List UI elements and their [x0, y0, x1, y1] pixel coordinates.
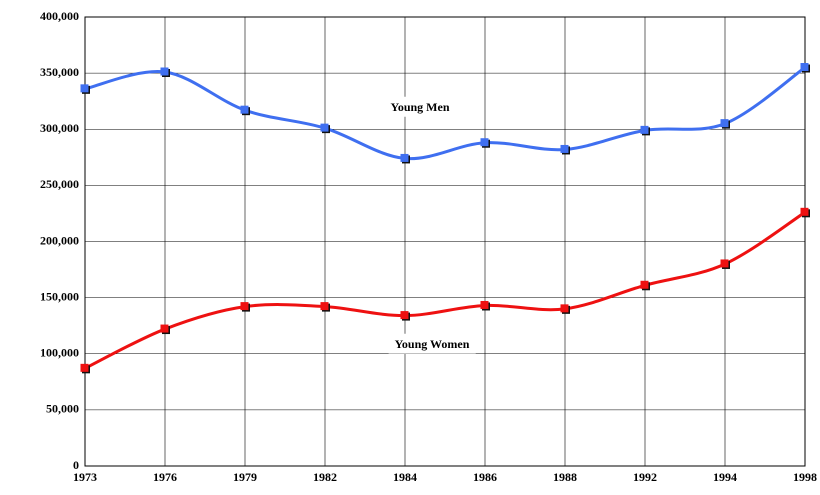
series-label-bg	[384, 96, 456, 117]
marker	[240, 105, 249, 114]
marker	[480, 300, 489, 309]
marker	[640, 280, 649, 289]
y-tick-label: 300,000	[40, 121, 79, 135]
plot-border	[84, 16, 806, 467]
marker	[560, 144, 569, 153]
marker	[720, 119, 729, 128]
marker	[720, 259, 729, 268]
series-label: Young Men	[390, 100, 449, 114]
marker	[240, 302, 249, 311]
marker	[160, 67, 169, 76]
marker	[800, 63, 809, 72]
y-tick-label: 50,000	[46, 402, 79, 416]
x-tick-label: 1986	[473, 470, 497, 484]
marker	[80, 363, 89, 372]
x-tick-label: 1998	[793, 470, 817, 484]
y-tick-label: 100,000	[40, 346, 79, 360]
series-line	[84, 66, 806, 161]
x-tick-label: 1988	[553, 470, 577, 484]
y-tick-label: 350,000	[40, 65, 79, 79]
marker	[320, 302, 329, 311]
x-tick-label: 1984	[393, 470, 417, 484]
y-tick-label: 250,000	[40, 177, 79, 191]
marker	[640, 125, 649, 134]
y-tick-label: 0	[73, 458, 79, 472]
marker	[80, 84, 89, 93]
x-tick-label: 1973	[73, 470, 97, 484]
marker	[480, 138, 489, 147]
marker	[560, 304, 569, 313]
x-tick-label: 1979	[233, 470, 257, 484]
marker	[160, 324, 169, 333]
y-tick-label: 150,000	[40, 289, 79, 303]
y-tick-label: 200,000	[40, 233, 79, 247]
y-tick-label: 400,000	[40, 9, 79, 23]
marker	[400, 311, 409, 320]
marker	[400, 153, 409, 162]
marker	[800, 207, 809, 216]
x-tick-label: 1976	[153, 470, 177, 484]
series-label: Young Women	[395, 337, 470, 351]
x-tick-label: 1992	[633, 470, 657, 484]
series-label-bg	[388, 333, 476, 354]
x-tick-label: 1994	[713, 470, 737, 484]
series-line	[84, 211, 806, 370]
marker	[320, 123, 329, 132]
x-tick-label: 1982	[313, 470, 337, 484]
